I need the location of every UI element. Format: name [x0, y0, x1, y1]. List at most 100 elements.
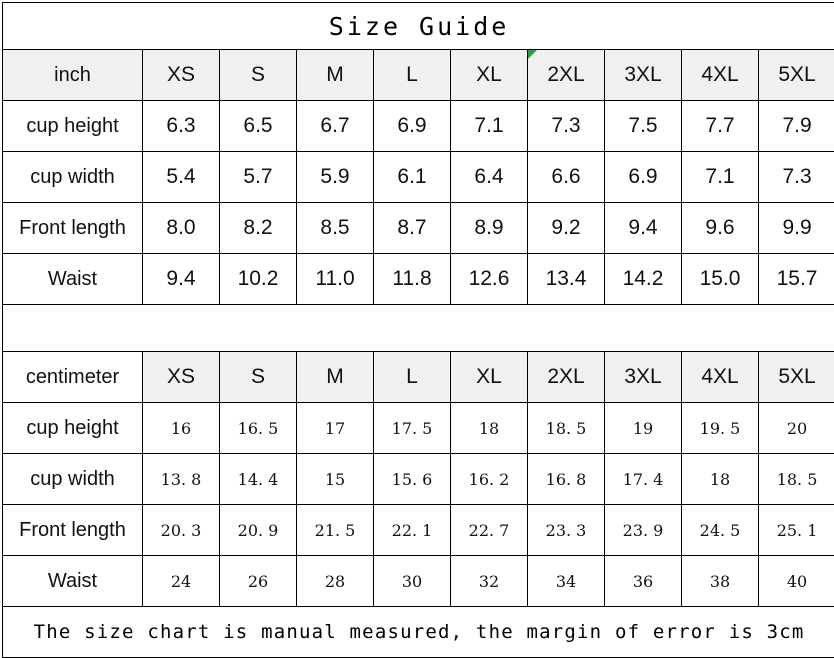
row-label-front-length-inch: Front length — [3, 203, 143, 254]
cell-cup-width-cm-5xl: 18. 5 — [759, 454, 834, 505]
table-row: cup width 5.4 5.7 5.9 6.1 6.4 6.6 6.9 7.… — [3, 152, 834, 203]
cell-cup-width-inch-2xl: 6.6 — [528, 152, 605, 203]
row-label-waist-inch: Waist — [3, 254, 143, 305]
cell-cup-width-cm-4xl: 18 — [682, 454, 759, 505]
cell-cup-height-inch-3xl: 7.5 — [605, 101, 682, 152]
page-title: Size Guide — [3, 3, 834, 50]
cell-cup-width-inch-4xl: 7.1 — [682, 152, 759, 203]
inch-header-xl: XL — [451, 50, 528, 101]
inch-header-m: M — [297, 50, 374, 101]
cell-cup-width-inch-s: 5.7 — [220, 152, 297, 203]
inch-header-4xl: 4XL — [682, 50, 759, 101]
cell-waist-inch-m: 11.0 — [297, 254, 374, 305]
cell-cup-height-inch-xl: 7.1 — [451, 101, 528, 152]
cm-header-row: centimeter XS S M L XL 2XL 3XL 4XL 5XL — [3, 352, 834, 403]
title-row: Size Guide — [3, 3, 834, 50]
cell-cup-height-cm-5xl: 20 — [759, 403, 834, 454]
inch-header-row: inch XS S M L XL 2XL 3XL 4XL 5XL — [3, 50, 834, 101]
cell-cup-height-cm-4xl: 19. 5 — [682, 403, 759, 454]
cell-cup-height-inch-xs: 6.3 — [143, 101, 220, 152]
cell-front-length-cm-3xl: 23. 9 — [605, 505, 682, 556]
cell-front-length-inch-xs: 8.0 — [143, 203, 220, 254]
cell-cup-width-inch-5xl: 7.3 — [759, 152, 834, 203]
row-label-cup-height-cm: cup height — [3, 403, 143, 454]
cell-cup-height-inch-5xl: 7.9 — [759, 101, 834, 152]
cell-cup-height-inch-m: 6.7 — [297, 101, 374, 152]
cell-front-length-cm-4xl: 24. 5 — [682, 505, 759, 556]
row-label-waist-cm: Waist — [3, 556, 143, 607]
cell-waist-cm-2xl: 34 — [528, 556, 605, 607]
cell-waist-cm-l: 30 — [374, 556, 451, 607]
cell-front-length-cm-s: 20. 9 — [220, 505, 297, 556]
table-row: cup height 16 16. 5 17 17. 5 18 18. 5 19… — [3, 403, 834, 454]
cell-waist-inch-xl: 12.6 — [451, 254, 528, 305]
cell-front-length-inch-s: 8.2 — [220, 203, 297, 254]
row-label-cup-height-inch: cup height — [3, 101, 143, 152]
cell-cup-width-cm-l: 15. 6 — [374, 454, 451, 505]
cell-front-length-inch-5xl: 9.9 — [759, 203, 834, 254]
footer-row: The size chart is manual measured, the m… — [3, 607, 834, 658]
cell-waist-cm-xs: 24 — [143, 556, 220, 607]
cell-cup-width-cm-s: 14. 4 — [220, 454, 297, 505]
cell-waist-inch-l: 11.8 — [374, 254, 451, 305]
table-row: cup height 6.3 6.5 6.7 6.9 7.1 7.3 7.5 7… — [3, 101, 834, 152]
cell-cup-height-cm-m: 17 — [297, 403, 374, 454]
cm-header-xs: XS — [143, 352, 220, 403]
inch-header-xs: XS — [143, 50, 220, 101]
row-label-cup-width-cm: cup width — [3, 454, 143, 505]
cell-cup-width-cm-2xl: 16. 8 — [528, 454, 605, 505]
cm-header-3xl: 3XL — [605, 352, 682, 403]
cell-cup-width-inch-m: 5.9 — [297, 152, 374, 203]
cell-waist-inch-3xl: 14.2 — [605, 254, 682, 305]
cell-front-length-inch-4xl: 9.6 — [682, 203, 759, 254]
cell-front-length-inch-xl: 8.9 — [451, 203, 528, 254]
table-row: Waist 24 26 28 30 32 34 36 38 40 — [3, 556, 834, 607]
cell-front-length-cm-5xl: 25. 1 — [759, 505, 834, 556]
measurement-note: The size chart is manual measured, the m… — [3, 607, 834, 658]
table-row: cup width 13. 8 14. 4 15 15. 6 16. 2 16.… — [3, 454, 834, 505]
cell-waist-inch-4xl: 15.0 — [682, 254, 759, 305]
cell-cup-width-cm-xl: 16. 2 — [451, 454, 528, 505]
cm-header-xl: XL — [451, 352, 528, 403]
table-row: Front length 20. 3 20. 9 21. 5 22. 1 22.… — [3, 505, 834, 556]
cell-front-length-cm-2xl: 23. 3 — [528, 505, 605, 556]
cell-front-length-inch-m: 8.5 — [297, 203, 374, 254]
cell-cup-width-cm-xs: 13. 8 — [143, 454, 220, 505]
table-row: Waist 9.4 10.2 11.0 11.8 12.6 13.4 14.2 … — [3, 254, 834, 305]
inch-header-l: L — [374, 50, 451, 101]
inch-header-5xl: 5XL — [759, 50, 834, 101]
cell-cup-height-cm-s: 16. 5 — [220, 403, 297, 454]
inch-header-2xl: 2XL — [528, 50, 605, 101]
comment-marker-icon — [528, 50, 537, 59]
cell-cup-height-inch-2xl: 7.3 — [528, 101, 605, 152]
cell-front-length-cm-l: 22. 1 — [374, 505, 451, 556]
cell-waist-cm-5xl: 40 — [759, 556, 834, 607]
cm-header-m: M — [297, 352, 374, 403]
cell-waist-inch-xs: 9.4 — [143, 254, 220, 305]
cm-header-5xl: 5XL — [759, 352, 834, 403]
cell-front-length-cm-xs: 20. 3 — [143, 505, 220, 556]
cell-cup-height-inch-l: 6.9 — [374, 101, 451, 152]
cell-waist-cm-3xl: 36 — [605, 556, 682, 607]
cell-cup-width-cm-3xl: 17. 4 — [605, 454, 682, 505]
inch-unit-label: inch — [3, 50, 143, 101]
cell-cup-height-cm-3xl: 19 — [605, 403, 682, 454]
cell-waist-cm-xl: 32 — [451, 556, 528, 607]
table-row: Front length 8.0 8.2 8.5 8.7 8.9 9.2 9.4… — [3, 203, 834, 254]
inch-header-s: S — [220, 50, 297, 101]
cell-front-length-cm-xl: 22. 7 — [451, 505, 528, 556]
cell-cup-width-inch-xs: 5.4 — [143, 152, 220, 203]
cell-front-length-inch-l: 8.7 — [374, 203, 451, 254]
cm-header-4xl: 4XL — [682, 352, 759, 403]
cell-cup-width-cm-m: 15 — [297, 454, 374, 505]
cell-cup-height-inch-s: 6.5 — [220, 101, 297, 152]
cm-header-s: S — [220, 352, 297, 403]
row-label-cup-width-inch: cup width — [3, 152, 143, 203]
cm-unit-label: centimeter — [3, 352, 143, 403]
inch-header-2xl-label: 2XL — [547, 63, 584, 86]
cell-front-length-cm-m: 21. 5 — [297, 505, 374, 556]
cell-front-length-inch-3xl: 9.4 — [605, 203, 682, 254]
inch-header-3xl: 3XL — [605, 50, 682, 101]
